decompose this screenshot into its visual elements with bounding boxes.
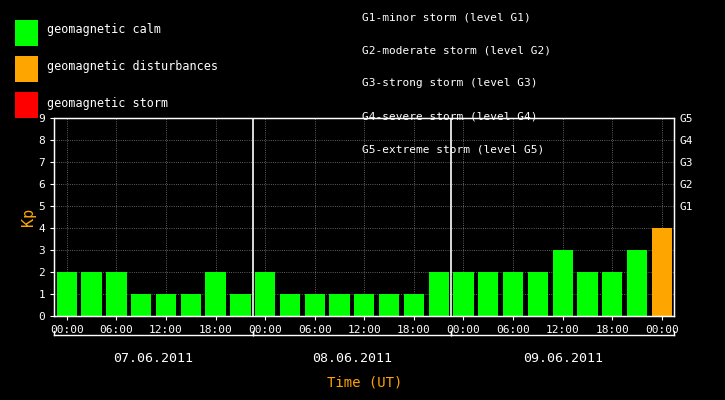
Bar (428, 272, 449, 316)
Text: G1-minor storm (level G1): G1-minor storm (level G1) (362, 12, 531, 22)
Bar (354, 294, 375, 316)
Bar (230, 294, 251, 316)
Text: G3-strong storm (level G3): G3-strong storm (level G3) (362, 78, 538, 88)
Bar (181, 294, 201, 316)
Text: 07.06.2011: 07.06.2011 (114, 352, 194, 365)
Bar (280, 294, 300, 316)
Bar (453, 272, 473, 316)
Bar (552, 250, 573, 316)
Bar (106, 272, 127, 316)
Bar (205, 272, 225, 316)
Text: geomagnetic calm: geomagnetic calm (47, 22, 161, 36)
Text: G5-extreme storm (level G5): G5-extreme storm (level G5) (362, 145, 544, 155)
Text: geomagnetic storm: geomagnetic storm (47, 97, 168, 110)
Text: G4-severe storm (level G4): G4-severe storm (level G4) (362, 112, 538, 122)
Bar (329, 294, 349, 316)
Text: geomagnetic disturbances: geomagnetic disturbances (47, 60, 218, 73)
Bar (255, 272, 276, 316)
Y-axis label: Kp: Kp (21, 208, 36, 226)
Text: G2-moderate storm (level G2): G2-moderate storm (level G2) (362, 45, 552, 55)
Text: Time (UT): Time (UT) (327, 375, 402, 390)
Text: 08.06.2011: 08.06.2011 (312, 352, 392, 365)
Bar (577, 272, 597, 316)
Bar (304, 294, 325, 316)
Bar (602, 272, 623, 316)
Bar (81, 272, 102, 316)
Bar (379, 294, 399, 316)
Bar (404, 294, 424, 316)
Bar (503, 272, 523, 316)
Bar (528, 272, 548, 316)
Bar (57, 272, 77, 316)
Bar (652, 228, 672, 316)
Bar (627, 250, 647, 316)
Bar (131, 294, 152, 316)
Bar (156, 294, 176, 316)
Bar (478, 272, 499, 316)
Text: 09.06.2011: 09.06.2011 (523, 352, 602, 365)
